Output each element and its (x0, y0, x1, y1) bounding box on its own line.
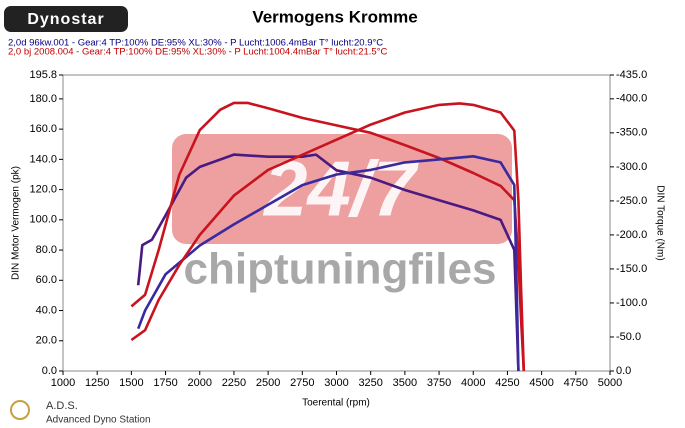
x-tick-label: 1750 (153, 377, 177, 389)
x-tick-label: 3500 (393, 377, 417, 389)
y2-tick-label: -250.0 (616, 195, 647, 207)
chart-title: Vermogens Kromme (252, 7, 417, 26)
footer-subtitle: Advanced Dyno Station (46, 415, 151, 426)
y-tick-label: 100.0 (29, 214, 57, 226)
x-tick-label: 4750 (564, 377, 588, 389)
y-tick-label: 195.8 (29, 69, 57, 81)
x-tick-label: 1500 (119, 377, 143, 389)
y2-tick-label: -300.0 (616, 161, 647, 173)
y2-tick-label: -50.0 (616, 331, 641, 343)
y-tick-label: 80.0 (36, 244, 57, 256)
brand: Dynostar (27, 11, 104, 28)
footer-title: A.D.S. (46, 400, 78, 412)
y-tick-label: 120.0 (29, 183, 57, 195)
x-tick-label: 3250 (358, 377, 382, 389)
line (130, 101, 526, 372)
y-axis-label: DIN Motor Vermogen (pk) (11, 166, 22, 280)
x-tick-label: 2250 (222, 377, 246, 389)
x-axis-label: Toerental (rpm) (302, 398, 370, 409)
y-tick-label: 140.0 (29, 153, 57, 165)
y-tick-label: 0.0 (42, 365, 57, 377)
y-tick-label: 180.0 (29, 93, 57, 105)
y2-tick-label: -350.0 (616, 127, 647, 139)
line (136, 153, 520, 372)
legend-entry: 2,0d 96kw.001 - Gear:4 TP:100% DE:95% XL… (8, 38, 383, 49)
y2-tick-label: 0.0 (616, 365, 631, 377)
logo-box (4, 6, 128, 32)
x-tick-label: 3000 (324, 377, 348, 389)
x-tick-label: 5000 (598, 377, 622, 389)
x-tick-label: 2750 (290, 377, 314, 389)
x-tick-label: 4250 (495, 377, 519, 389)
y2-tick-label: -100.0 (616, 297, 647, 309)
footer-logo (10, 400, 30, 420)
x-tick-label: 2000 (188, 377, 212, 389)
x-tick-label: 1000 (51, 377, 75, 389)
x-tick-label: 3750 (427, 377, 451, 389)
x-tick-label: 4000 (461, 377, 485, 389)
y2-axis-label: DIN Torque (Nm) (654, 185, 665, 260)
y-tick-label: 40.0 (36, 304, 57, 316)
y-tick-label: 60.0 (36, 274, 57, 286)
y2-tick-label: -150.0 (616, 263, 647, 275)
x-tick-label: 4500 (529, 377, 553, 389)
legend-entry: 2,0 bj 2008.004 - Gear:4 TP:100% DE:95% … (8, 47, 388, 58)
watermark: 24/7 (262, 145, 419, 233)
y-tick-label: 20.0 (36, 335, 57, 347)
x-tick-label: 1250 (85, 377, 109, 389)
y2-tick-label: -400.0 (616, 93, 647, 105)
y2-tick-label: -200.0 (616, 229, 647, 241)
watermark: chiptuningfiles (184, 245, 497, 294)
y-tick-label: 160.0 (29, 123, 57, 135)
y2-tick-label: -435.0 (616, 69, 647, 81)
line (130, 102, 526, 372)
x-tick-label: 2500 (256, 377, 280, 389)
